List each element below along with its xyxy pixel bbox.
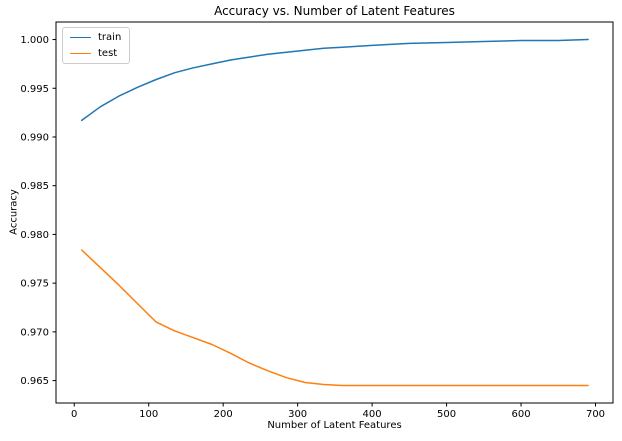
x-tick-label: 100 <box>139 409 158 420</box>
x-tick-label: 400 <box>363 409 382 420</box>
axes-spines <box>55 21 614 404</box>
train-line-swatch <box>70 37 91 38</box>
legend-entry-test: test <box>70 48 121 59</box>
test-line-swatch <box>70 53 91 54</box>
x-axis-label: Number of Latent Features <box>267 420 402 431</box>
legend-entry-train: train <box>70 32 121 43</box>
train-line <box>80 38 589 122</box>
y-tick-label: 1.000 <box>20 35 49 46</box>
test-line <box>80 249 589 387</box>
x-tick-label: 600 <box>511 409 530 420</box>
legend-label-train: train <box>98 32 122 43</box>
x-tick-label: 700 <box>586 409 605 420</box>
y-tick-label: 0.990 <box>20 132 49 143</box>
x-tick-label: 300 <box>288 409 307 420</box>
y-tick-label: 0.970 <box>20 327 49 338</box>
y-tick-label: 0.995 <box>20 84 49 95</box>
x-tick-label: 0 <box>71 409 77 420</box>
legend-label-test: test <box>98 48 118 59</box>
legend: train test <box>62 27 131 64</box>
y-tick-label: 0.965 <box>20 376 49 387</box>
y-tick-label: 0.985 <box>20 181 49 192</box>
chart-title: Accuracy vs. Number of Latent Features <box>214 4 455 18</box>
y-tick-label: 0.975 <box>20 279 49 290</box>
x-tick-label: 200 <box>214 409 233 420</box>
y-axis-label: Accuracy <box>8 189 20 235</box>
y-tick-label: 0.980 <box>20 230 49 241</box>
x-tick-label: 500 <box>437 409 456 420</box>
